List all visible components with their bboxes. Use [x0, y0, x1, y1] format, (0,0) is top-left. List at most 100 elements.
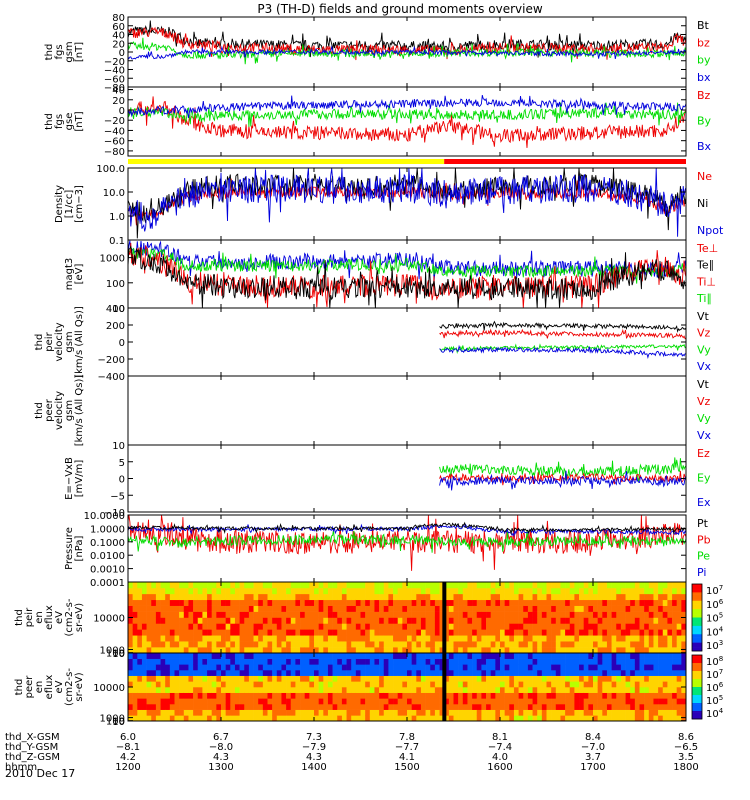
- heatmap-cell: [193, 617, 199, 624]
- heatmap-cell: [532, 617, 538, 624]
- heatmap-cell: [546, 605, 552, 612]
- heatmap-cell: [667, 692, 673, 699]
- heatmap-cell: [532, 582, 538, 589]
- heatmap-cell: [128, 605, 133, 612]
- heatmap-cell: [207, 617, 212, 624]
- heatmap-cell: [662, 670, 668, 676]
- heatmap-cell: [620, 675, 626, 682]
- series-line-Vz: [439, 328, 687, 340]
- colorbar-cell: [692, 590, 702, 593]
- heatmap-cell: [532, 647, 538, 654]
- heatmap-cell: [546, 687, 552, 693]
- heatmap-cell: [593, 675, 598, 682]
- heatmap-cell: [346, 658, 352, 665]
- heatmap-cell: [588, 629, 594, 636]
- heatmap-cell: [337, 709, 343, 716]
- heatmap-cell: [486, 623, 491, 630]
- heatmap-cell: [653, 599, 659, 606]
- heatmap-cell: [272, 599, 278, 606]
- heatmap-cell: [448, 623, 454, 630]
- heatmap-cell: [411, 715, 417, 722]
- heatmap-cell: [318, 698, 324, 705]
- heatmap-cell: [388, 623, 394, 630]
- heatmap-cell: [472, 629, 478, 636]
- heatmap-cell: [221, 675, 226, 682]
- heatmap-cell: [169, 605, 175, 612]
- heatmap-cell: [351, 582, 357, 589]
- heatmap-cell: [193, 647, 199, 654]
- heatmap-cell: [337, 587, 343, 595]
- heatmap-cell: [588, 611, 594, 618]
- heatmap-cell: [681, 675, 687, 682]
- heatmap-cell: [295, 641, 301, 648]
- heatmap-cell: [137, 623, 143, 630]
- heatmap-cell: [439, 635, 445, 642]
- heatmap-cell: [593, 623, 598, 630]
- heatmap-cell: [197, 647, 203, 654]
- colorbar-cell: [692, 635, 702, 638]
- heatmap-cell: [132, 681, 138, 688]
- heatmap-cell: [262, 715, 268, 722]
- heatmap-cell: [290, 582, 296, 589]
- heatmap-cell: [523, 664, 529, 671]
- heatmap-cell: [537, 670, 543, 676]
- heatmap-cell: [169, 629, 175, 636]
- heatmap-cell: [672, 670, 677, 676]
- heatmap-cell: [565, 599, 571, 606]
- heatmap-cell: [137, 617, 143, 624]
- heatmap-cell: [402, 611, 408, 618]
- heatmap-cell: [216, 611, 222, 618]
- heatmap-cell: [132, 675, 138, 682]
- heatmap-cell: [541, 664, 547, 671]
- heatmap-cell: [616, 715, 622, 722]
- heatmap-cell: [416, 698, 422, 705]
- y-axis-label: thdpeirvelocitygsm[km/s (All Qs)]: [34, 306, 85, 378]
- heatmap-cell: [518, 635, 524, 642]
- heatmap-cell: [579, 647, 584, 654]
- heatmap-cell: [295, 670, 301, 676]
- heatmap-cell: [588, 593, 594, 601]
- heatmap-cell: [193, 704, 199, 710]
- legend-entry: Vz: [697, 327, 711, 340]
- heatmap-cell: [439, 623, 445, 630]
- heatmap-cell: [258, 623, 264, 630]
- heatmap-cell: [323, 692, 329, 699]
- heatmap-cell: [472, 611, 478, 618]
- heatmap-cell: [648, 664, 654, 671]
- heatmap-cell: [165, 605, 171, 612]
- heatmap-cell: [662, 587, 668, 595]
- heatmap-cell: [672, 687, 677, 693]
- heatmap-cell: [188, 675, 194, 682]
- heatmap-cell: [360, 611, 366, 618]
- heatmap-cell: [197, 587, 203, 595]
- heatmap-cell: [481, 692, 487, 699]
- heatmap-cell: [439, 641, 445, 648]
- heatmap-cell: [434, 629, 440, 636]
- heatmap-cell: [481, 647, 487, 654]
- heatmap-cell: [239, 617, 245, 624]
- heatmap-cell: [402, 582, 408, 589]
- heatmap-cell: [230, 635, 236, 642]
- heatmap-cell: [341, 582, 347, 589]
- heatmap-cell: [258, 599, 264, 606]
- heatmap-cell: [188, 635, 194, 642]
- heatmap-cell: [267, 653, 273, 659]
- heatmap-cell: [448, 635, 454, 642]
- heatmap-cell: [667, 623, 673, 630]
- colorbar-cell: [692, 624, 702, 627]
- heatmap-cell: [444, 611, 450, 618]
- heatmap-cell: [402, 635, 408, 642]
- heatmap-cell: [216, 593, 222, 601]
- heatmap-cell: [230, 611, 236, 618]
- heatmap-cell: [681, 599, 687, 606]
- heatmap-cell: [504, 623, 510, 630]
- colorbar-cell: [692, 693, 702, 696]
- heatmap-cell: [606, 641, 612, 648]
- heatmap-cell: [560, 681, 566, 688]
- heatmap-cell: [272, 641, 278, 648]
- heatmap-cell: [221, 599, 226, 606]
- heatmap-cell: [672, 709, 677, 716]
- heatmap-cell: [314, 653, 319, 659]
- heatmap-cell: [327, 709, 333, 716]
